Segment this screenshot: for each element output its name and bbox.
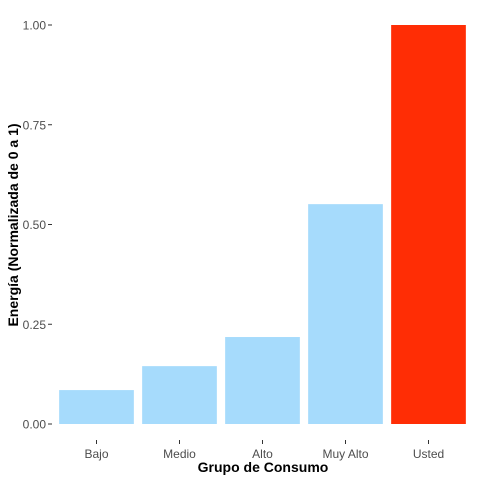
x-tick-label: Medio <box>163 447 196 461</box>
y-axis-title: Energía (Normalizada de 0 a 1) <box>5 123 21 326</box>
x-axis-title: Grupo de Consumo <box>198 459 329 475</box>
y-tick-label: 0.25 <box>23 318 47 332</box>
y-tick-label: 0.50 <box>23 218 47 232</box>
bar-medio <box>142 366 217 424</box>
y-tick-label: 1.00 <box>23 19 47 33</box>
bars-group <box>59 25 466 424</box>
x-tick-label: Usted <box>413 447 444 461</box>
bar-usted <box>391 25 466 424</box>
x-tick-label: Muy Alto <box>322 447 368 461</box>
bar-alto <box>225 337 300 424</box>
y-tick-label: 0.00 <box>23 418 47 432</box>
y-tick-label: 0.75 <box>23 118 47 132</box>
bar-muy-alto <box>308 204 383 424</box>
x-axis: Bajo Medio Alto Muy Alto Usted <box>84 440 444 461</box>
x-tick-label: Bajo <box>84 447 108 461</box>
x-tick-label: Alto <box>252 447 273 461</box>
y-axis: 0.00 0.25 0.50 0.75 1.00 <box>23 19 52 432</box>
bar-bajo <box>59 390 134 424</box>
